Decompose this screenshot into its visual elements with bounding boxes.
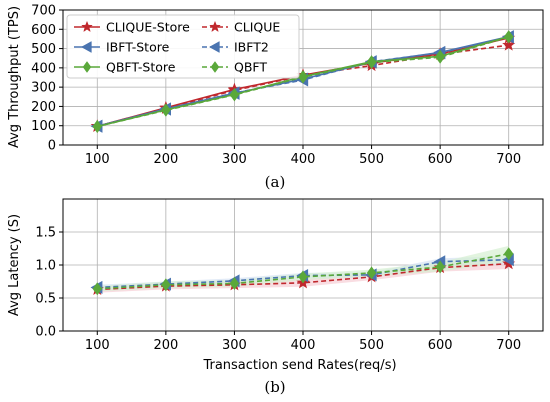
throughput-chart: 100 200 300 400 500 600 700 0 100 200 300 400 500 600… xyxy=(7,4,544,191)
legend-marker-qbft xyxy=(210,61,220,73)
x-tick-label: 100 xyxy=(85,152,110,167)
x-tick-label: 700 xyxy=(496,338,521,353)
y-tick-label: 700 xyxy=(31,4,56,19)
legend-box xyxy=(66,14,300,79)
x-tick-label: 500 xyxy=(359,152,384,167)
legend-marker-ibft-store xyxy=(80,41,92,53)
y-tick-label: 0 xyxy=(48,139,56,154)
y-tick-label: 100 xyxy=(31,119,56,134)
legend-marker-ibft2 xyxy=(208,41,220,53)
legend-label-clique: CLIQUE xyxy=(234,20,280,35)
qbft-point xyxy=(366,266,377,280)
y-tick-label: 0.5 xyxy=(35,292,56,307)
legend-label-ibft-store: IBFT-Store xyxy=(106,40,170,55)
legend-marker-clique-store xyxy=(81,20,93,33)
y-tick-label: 300 xyxy=(31,81,56,96)
clique-point xyxy=(502,38,516,51)
qbft-point xyxy=(92,119,102,133)
y-tick-label: 0.0 xyxy=(35,325,56,340)
panel-a-caption: (a) xyxy=(265,173,286,191)
y-tick-label: 200 xyxy=(31,100,56,115)
throughput-series xyxy=(90,30,516,133)
legend-label-clique-store: CLIQUE-Store xyxy=(106,20,190,35)
x-tick-label: 600 xyxy=(428,152,453,167)
qbft-point xyxy=(229,88,240,102)
latency-ticks: 100 200 300 400 500 600 700 0.0 0.5 1.0 1.5 xyxy=(35,226,521,354)
throughput-y-axis-label: Avg Throughput (TPS) xyxy=(7,6,22,148)
qbft-point xyxy=(229,276,240,290)
qbft-point xyxy=(504,30,514,44)
qbft-point xyxy=(366,55,377,69)
qbft-point xyxy=(92,282,102,296)
x-tick-label: 200 xyxy=(153,152,178,167)
x-tick-label: 500 xyxy=(359,338,384,353)
throughput-ticks: 100 200 300 400 500 600 700 0 100 200 300 400 500 600… xyxy=(31,4,521,168)
legend-label-qbft-store: QBFT-Store xyxy=(106,60,176,75)
y-tick-label: 1.0 xyxy=(35,259,56,274)
qbft-point xyxy=(298,70,308,84)
legend-label-ibft2: IBFT2 xyxy=(234,40,269,55)
y-tick-label: 400 xyxy=(31,61,56,76)
x-tick-label: 100 xyxy=(85,338,110,353)
x-tick-label: 200 xyxy=(153,338,178,353)
qbft-point xyxy=(435,50,445,64)
latency-x-axis-label: Transaction send Rates(req/s) xyxy=(202,358,396,373)
throughput-legend: CLIQUE-Store CLIQUE IBFT-Store IBFT2 QBFT-St… xyxy=(66,14,300,79)
qbft-point xyxy=(504,247,514,261)
legend-marker-clique xyxy=(209,20,221,33)
legend-marker-qbft-store xyxy=(82,61,92,73)
x-tick-label: 300 xyxy=(222,338,247,353)
latency-series xyxy=(90,247,516,296)
latency-y-axis-label: Avg Latency (S) xyxy=(7,214,22,316)
y-tick-label: 1.5 xyxy=(35,226,56,241)
legend-label-qbft: QBFT xyxy=(234,60,267,75)
y-tick-label: 600 xyxy=(31,23,56,38)
y-tick-label: 500 xyxy=(31,42,56,57)
x-tick-label: 300 xyxy=(222,152,247,167)
latency-chart: 100 200 300 400 500 600 700 0.0 0.5 1.0 1.5 Avg La… xyxy=(7,198,544,396)
qbft-point xyxy=(161,278,171,292)
x-tick-label: 600 xyxy=(428,338,453,353)
x-tick-label: 700 xyxy=(496,152,521,167)
qbft-point xyxy=(298,270,308,284)
qbft-point xyxy=(161,103,171,117)
x-tick-label: 400 xyxy=(291,338,316,353)
x-tick-label: 400 xyxy=(291,152,316,167)
qbft-point xyxy=(435,260,445,274)
panel-b-caption: (b) xyxy=(264,378,285,396)
